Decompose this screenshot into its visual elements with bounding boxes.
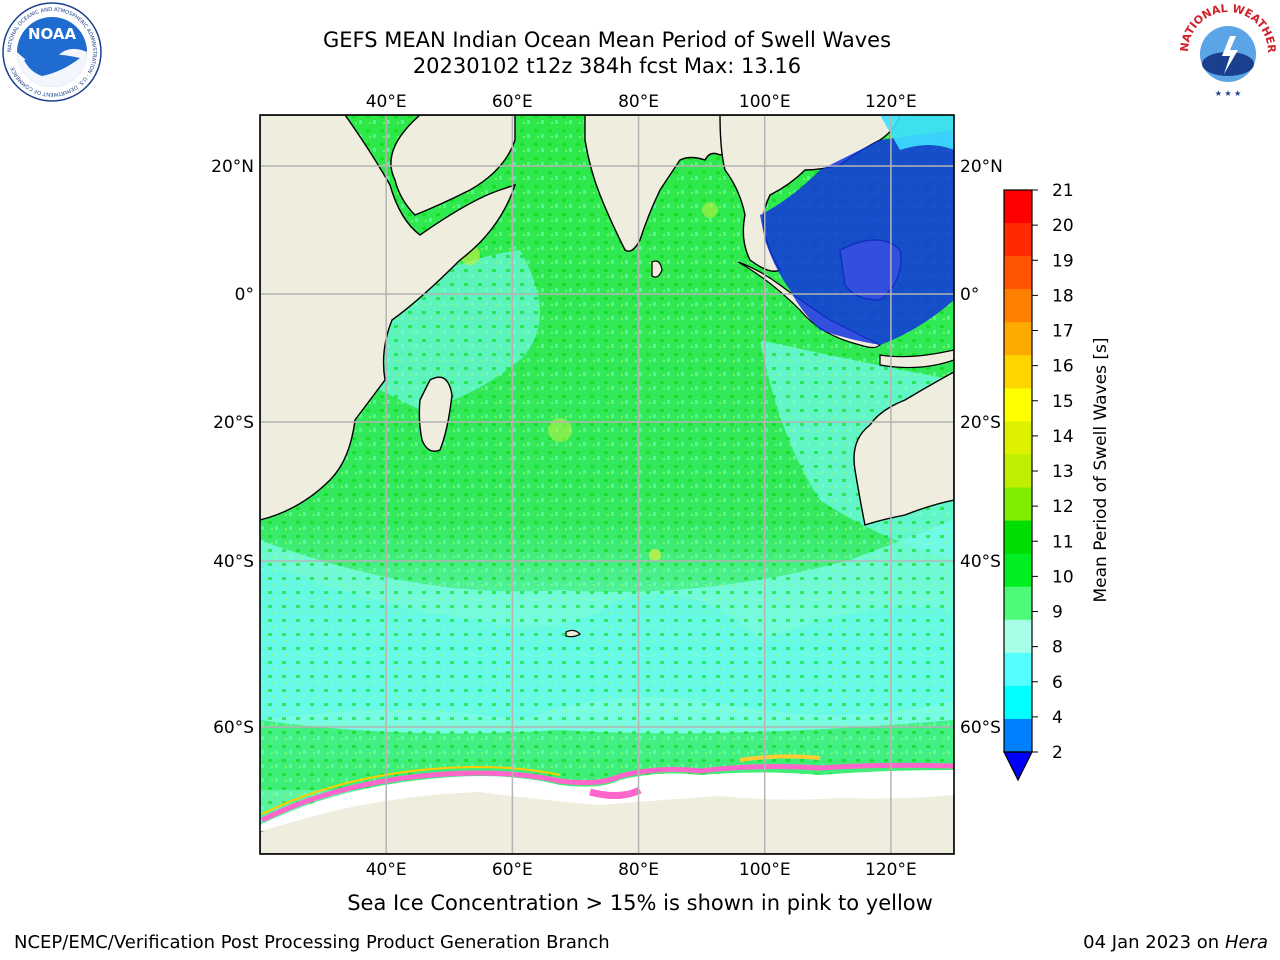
nws-logo: NATIONAL WEATHER SERVICE ★ ★ ★: [1178, 2, 1278, 101]
map-frame: [259, 114, 955, 855]
noaa-logo-text: NOAA: [28, 25, 77, 43]
colorbar-tick-label: 15: [1052, 392, 1074, 412]
lon-label-bottom: 120°E: [865, 860, 917, 880]
colorbar-segment: [1004, 388, 1032, 422]
lat-label-right: 0°: [960, 285, 979, 305]
colorbar-segment: [1004, 553, 1032, 588]
lon-label-bottom: 100°E: [739, 860, 791, 880]
lat-label-left: 20°S: [213, 413, 254, 433]
map-subtitle: 20230102 t12z 384h fcst Max: 13.16: [412, 54, 802, 78]
lat-label-right: 20°S: [960, 413, 1001, 433]
colorbar-segment: [1004, 652, 1032, 687]
colorbar: 21 20 19 18 17 16 15 14 13 12 11 10 9 8 6 4 2: [1003, 181, 1074, 782]
lon-label-top: 60°E: [492, 92, 533, 112]
colorbar-tick-label: 8: [1052, 638, 1063, 658]
lon-label-top: 40°E: [366, 92, 407, 112]
colorbar-tick-label: 10: [1052, 567, 1074, 587]
lon-label-top: 100°E: [739, 92, 791, 112]
lon-label-bottom: 60°E: [492, 860, 533, 880]
lon-label-top: 80°E: [618, 92, 659, 112]
colorbar-tick-label: 14: [1052, 427, 1074, 447]
colorbar-segment: [1004, 454, 1032, 489]
colorbar-tick-label: 13: [1052, 462, 1074, 482]
lon-label-bottom: 40°E: [366, 860, 407, 880]
colorbar-segment: [1004, 586, 1032, 621]
colorbar-tick-label: 2: [1052, 743, 1063, 763]
colorbar-tick-label: 21: [1052, 181, 1074, 201]
colorbar-tick-label: 17: [1052, 322, 1074, 342]
date-stamp: 04 Jan 2023 on Hera: [1083, 932, 1268, 953]
colorbar-label: Mean Period of Swell Waves [s]: [1091, 338, 1111, 603]
colorbar-tick-label: 18: [1052, 286, 1074, 306]
map-title: GEFS MEAN Indian Ocean Mean Period of Sw…: [322, 28, 892, 52]
colorbar-tick-label: 20: [1052, 216, 1074, 236]
lat-label-left: 20°N: [211, 157, 254, 177]
colorbar-tick-label: 11: [1052, 532, 1074, 552]
lat-label-right: 20°N: [960, 157, 1003, 177]
lon-label-top: 120°E: [865, 92, 917, 112]
colorbar-tick-label: 6: [1052, 673, 1063, 693]
noaa-logo: NATIONAL OCEANIC AND ATMOSPHERIC ADMINIS…: [2, 2, 102, 102]
lat-label-left: 60°S: [213, 718, 254, 738]
colorbar-tick-label: 12: [1052, 497, 1074, 517]
colorbar-segment: [1004, 685, 1032, 720]
svg-text:★ ★ ★: ★ ★ ★: [1215, 89, 1242, 98]
colorbar-tick-label: 19: [1052, 251, 1074, 271]
lon-label-bottom: 80°E: [618, 860, 659, 880]
colorbar-segment: [1004, 256, 1032, 290]
sea-ice-note: Sea Ice Concentration > 15% is shown in …: [347, 891, 933, 915]
colorbar-tick-label: 4: [1052, 708, 1063, 728]
lat-label-left: 40°S: [213, 552, 254, 572]
colorbar-segment: [1004, 289, 1032, 323]
map-axis-labels: 40°E 40°E 60°E 60°E 80°E 80°E 100°E 100°E 120°E 1…: [211, 92, 1003, 880]
lat-label-right: 60°S: [960, 718, 1001, 738]
lat-label-right: 40°S: [960, 552, 1001, 572]
colorbar-segment: [1004, 421, 1032, 455]
map-plot-area: [260, 115, 954, 854]
colorbar-segment: [1004, 322, 1032, 356]
colorbar-segment: [1004, 223, 1032, 257]
colorbar-extend-arrow: [1003, 751, 1033, 782]
colorbar-segment: [1004, 619, 1032, 654]
colorbar-tick-label: 16: [1052, 357, 1074, 377]
colorbar-segment: [1004, 355, 1032, 389]
date-text: 04 Jan 2023 on: [1083, 932, 1225, 953]
colorbar-segment: [1004, 520, 1032, 555]
colorbar-segment: [1004, 487, 1032, 522]
colorbar-segment: [1004, 718, 1032, 753]
lat-label-left: 0°: [235, 285, 254, 305]
credit-text: NCEP/EMC/Verification Post Processing Pr…: [14, 932, 610, 953]
colorbar-tick-label: 9: [1052, 603, 1063, 623]
map-grid: [260, 115, 954, 854]
colorbar-segment: [1004, 190, 1032, 224]
machine-name: Hera: [1224, 932, 1268, 953]
